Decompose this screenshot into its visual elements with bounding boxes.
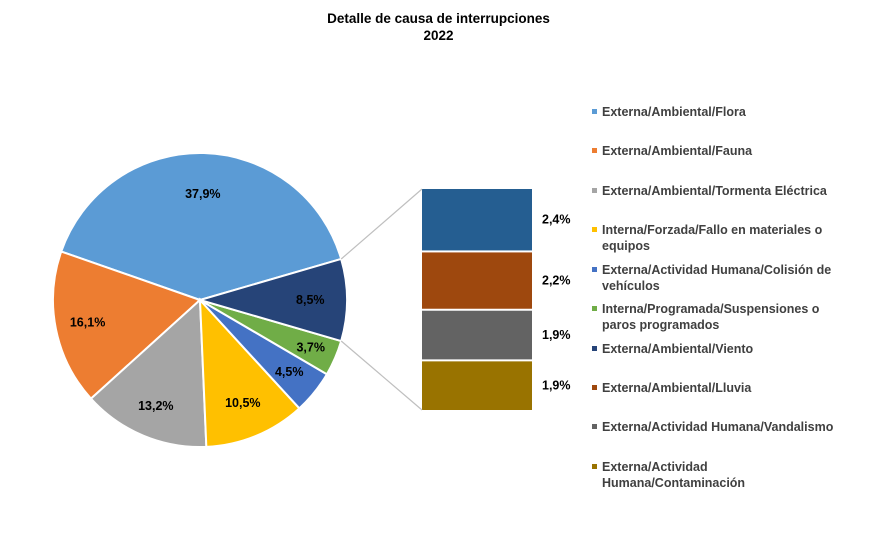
pie-slice-label-1: 16,1% — [70, 316, 105, 330]
legend-swatch-0 — [592, 109, 597, 114]
legend-label-3-1: equipos — [602, 239, 650, 253]
legend-swatch-4 — [592, 267, 597, 272]
pie-slice-label-5: 3,7% — [296, 341, 325, 355]
legend-label-3-0: Interna/Forzada/Fallo en materiales o — [602, 223, 823, 237]
pie-slice-label-6: 8,5% — [296, 293, 325, 307]
chart-title: Detalle de causa de interrupciones 2022 — [0, 10, 877, 44]
legend-item-6: Externa/Ambiental/Viento — [590, 341, 870, 357]
legend-label-0-0: Externa/Ambiental/Flora — [602, 105, 746, 119]
breakdown-bar-segment-1 — [422, 252, 532, 309]
legend-swatch-3 — [592, 227, 597, 232]
legend-item-1: Externa/Ambiental/Fauna — [590, 143, 870, 159]
legend-label-9-1: Humana/Contaminación — [602, 476, 746, 490]
legend-label-9-0: Externa/Actividad — [602, 460, 708, 474]
breakdown-bar-segment-0 — [422, 189, 532, 251]
legend-item-3: Interna/Forzada/Fallo en materiales o equ… — [590, 222, 870, 254]
legend-item-9: Externa/Actividad Humana/Contaminación — [590, 459, 870, 491]
breakdown-bar-label-1: 2,2% — [542, 274, 571, 288]
pie-slice-0 — [59, 152, 343, 302]
legend-swatch-5 — [592, 306, 597, 311]
legend-label-2-0: Externa/Ambiental/Tormenta Eléctrica — [602, 184, 827, 198]
pie-slice-3 — [198, 297, 301, 448]
legend-label-4-0: Externa/Actividad Humana/Colisión de — [602, 263, 832, 277]
legend-swatch-2 — [592, 188, 597, 193]
legend-label-4-1: vehículos — [602, 279, 660, 293]
pie-slice-label-0: 37,9% — [185, 187, 220, 201]
pie-slice-1 — [52, 250, 202, 401]
legend-swatch-9 — [592, 464, 597, 469]
legend-swatch-7 — [592, 385, 597, 390]
connector-line-bottom — [340, 340, 423, 411]
pie-slice-label-2: 13,2% — [138, 399, 173, 413]
legend-item-0: Externa/Ambiental/Flora — [590, 104, 870, 120]
legend-label-8-0: Externa/Actividad Humana/Vandalismo — [602, 420, 834, 434]
legend-item-4: Externa/Actividad Humana/Colisión de vehí… — [590, 262, 870, 294]
legend-label-1-0: Externa/Ambiental/Fauna — [602, 144, 753, 158]
legend-label-5-1: paros programados — [602, 318, 720, 332]
legend-swatch-8 — [592, 424, 597, 429]
pie-slice-label-4: 4,5% — [275, 365, 304, 379]
legend-item-7: Externa/Ambiental/Lluvia — [590, 380, 870, 396]
legend-label-7-0: Externa/Ambiental/Lluvia — [602, 381, 752, 395]
legend-item-2: Externa/Ambiental/Tormenta Eléctrica — [590, 183, 870, 199]
legend-item-8: Externa/Actividad Humana/Vandalismo — [590, 419, 870, 435]
legend-label-6-0: Externa/Ambiental/Viento — [602, 342, 754, 356]
connector-line-top — [340, 188, 423, 260]
legend-item-5: Interna/Programada/Suspensiones o paros p… — [590, 301, 870, 333]
legend-label-5-0: Interna/Programada/Suspensiones o — [602, 302, 820, 316]
pie-slice-2 — [89, 297, 208, 448]
breakdown-bar-segment-2 — [422, 310, 532, 360]
breakdown-bar-label-3: 1,9% — [542, 379, 571, 393]
pie-slice-6 — [196, 257, 348, 343]
breakdown-bar-label-2: 1,9% — [542, 328, 571, 342]
legend-swatch-6 — [592, 346, 597, 351]
breakdown-bar-label-0: 2,4% — [542, 213, 571, 227]
breakdown-bar-segment-3 — [422, 361, 532, 410]
legend-swatch-1 — [592, 148, 597, 153]
pie-slice-label-3: 10,5% — [225, 396, 260, 410]
chart-title-line-1: Detalle de causa de interrupciones — [327, 11, 550, 26]
chart-title-line-2: 2022 — [423, 28, 454, 43]
